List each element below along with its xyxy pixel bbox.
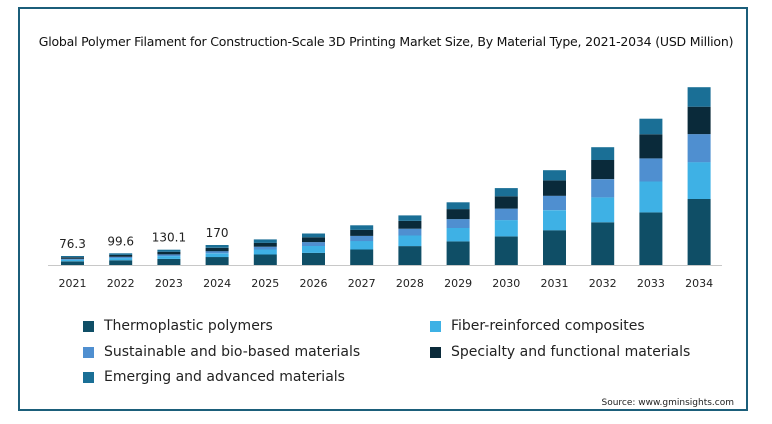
bar-segment bbox=[157, 251, 181, 255]
bar-segment bbox=[302, 246, 325, 253]
bar-segment bbox=[687, 134, 711, 163]
x-tick-label: 2030 bbox=[492, 277, 520, 290]
bar-segment bbox=[543, 180, 566, 196]
bar-segment bbox=[205, 251, 229, 254]
bar-segment bbox=[591, 197, 615, 223]
bar-segment bbox=[157, 254, 181, 256]
bar-segment bbox=[494, 208, 518, 221]
bar-segment bbox=[61, 256, 84, 258]
bar-segment bbox=[687, 87, 711, 107]
bar-segment bbox=[61, 261, 84, 265]
x-tick-label: 2021 bbox=[59, 277, 87, 290]
bar-segment bbox=[253, 254, 277, 265]
bar-segment bbox=[61, 258, 84, 260]
bar-segment bbox=[687, 199, 711, 265]
bar-segment bbox=[398, 221, 422, 229]
bar-segment bbox=[302, 237, 325, 243]
bar-segment bbox=[157, 249, 181, 252]
x-tick-label: 2031 bbox=[541, 277, 569, 290]
bar-segment bbox=[639, 118, 663, 135]
x-tick-label: 2028 bbox=[396, 277, 424, 290]
bar-segment bbox=[350, 249, 374, 265]
bar-segment bbox=[446, 241, 470, 265]
x-tick-label: 2027 bbox=[348, 277, 376, 290]
bar-segment bbox=[687, 106, 711, 135]
bar-segment bbox=[639, 212, 663, 265]
bar-segment bbox=[61, 257, 84, 259]
data-label: 99.6 bbox=[107, 234, 134, 248]
bar-segment bbox=[302, 242, 325, 246]
x-tick-label: 2034 bbox=[685, 277, 713, 290]
bar-segment bbox=[109, 258, 133, 261]
bar-segment bbox=[398, 235, 422, 247]
chart-title: Global Polymer Filament for Construction… bbox=[38, 34, 734, 49]
bar-segment bbox=[398, 228, 422, 236]
bar-segment bbox=[543, 230, 566, 265]
bar-segment bbox=[253, 246, 277, 250]
x-tick-label: 2033 bbox=[637, 277, 665, 290]
bar-segment bbox=[591, 160, 615, 180]
x-tick-label: 2022 bbox=[107, 277, 135, 290]
bar-segment bbox=[350, 235, 374, 242]
source-note: Source: www.gminsights.com bbox=[601, 398, 734, 408]
x-tick-label: 2029 bbox=[444, 277, 472, 290]
bar-segment bbox=[205, 257, 229, 265]
bar-segment bbox=[446, 209, 470, 220]
bar-segment bbox=[61, 259, 84, 262]
bar-segment bbox=[639, 158, 663, 182]
data-label: 130.1 bbox=[152, 231, 186, 245]
bar-segment bbox=[253, 242, 277, 247]
bar-segment bbox=[591, 179, 615, 198]
bar-segment bbox=[398, 246, 422, 265]
bar-segment bbox=[350, 241, 374, 250]
bar-segment bbox=[446, 219, 470, 228]
data-label: 76.3 bbox=[59, 237, 86, 251]
bar-segment bbox=[543, 195, 566, 211]
bar-segment bbox=[109, 256, 133, 259]
bar-segment bbox=[109, 253, 133, 255]
x-tick-label: 2026 bbox=[300, 277, 328, 290]
bar-segment bbox=[350, 225, 374, 230]
bar-segment bbox=[494, 196, 518, 209]
data-label: 170 bbox=[206, 226, 229, 240]
x-tick-label: 2032 bbox=[589, 277, 617, 290]
bar-segment bbox=[205, 253, 229, 258]
chart-frame bbox=[18, 7, 748, 411]
bar-segment bbox=[205, 245, 229, 248]
bar-segment bbox=[494, 236, 518, 265]
bar-segment bbox=[639, 134, 663, 159]
bar-segment bbox=[109, 254, 133, 257]
bar-segment bbox=[398, 215, 422, 221]
bar-segment bbox=[543, 210, 566, 231]
x-tick-label: 2023 bbox=[155, 277, 183, 290]
bar-segment bbox=[205, 247, 229, 252]
bar-segment bbox=[543, 170, 566, 181]
x-tick-label: 2024 bbox=[203, 277, 231, 290]
bar-segment bbox=[591, 222, 615, 265]
bar-segment bbox=[157, 258, 181, 265]
x-tick-label: 2025 bbox=[251, 277, 279, 290]
bar-segment bbox=[591, 147, 615, 160]
bar-segment bbox=[302, 233, 325, 238]
bar-segment bbox=[253, 239, 277, 243]
bar-segment bbox=[687, 162, 711, 199]
bar-segment bbox=[446, 202, 470, 210]
bar-segment bbox=[639, 181, 663, 213]
bar-segment bbox=[494, 220, 518, 237]
bar-segment bbox=[446, 228, 470, 242]
bar-segment bbox=[157, 256, 181, 259]
bar-segment bbox=[494, 188, 518, 197]
bar-segment bbox=[253, 249, 277, 255]
bar-segment bbox=[350, 229, 374, 236]
bar-segment bbox=[109, 260, 133, 265]
bar-segment bbox=[302, 252, 325, 265]
